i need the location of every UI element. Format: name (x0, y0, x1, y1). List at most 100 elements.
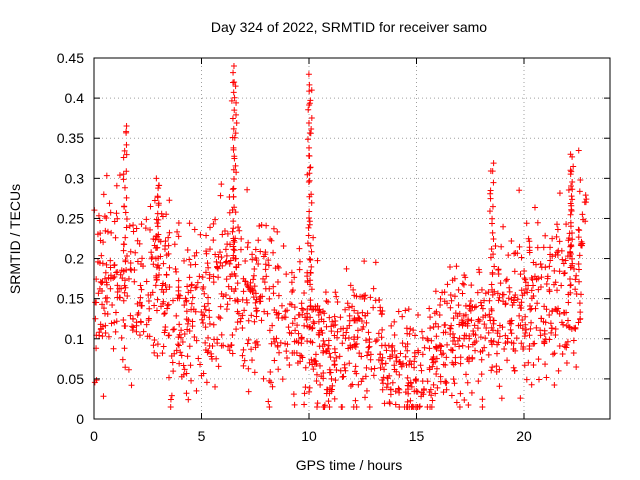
plot-frame (93, 57, 611, 420)
data-point (582, 199, 589, 206)
data-point (362, 394, 369, 401)
data-point (496, 333, 503, 340)
data-point (301, 289, 308, 296)
data-point (206, 342, 213, 349)
data-point (438, 351, 445, 358)
data-point (313, 371, 320, 378)
data-point (366, 403, 373, 410)
data-point (391, 318, 398, 325)
data-point (568, 262, 575, 269)
data-point (419, 334, 426, 341)
data-point (153, 216, 160, 223)
data-point (198, 308, 205, 315)
data-point (573, 272, 580, 279)
data-point (482, 335, 489, 342)
data-point (210, 273, 217, 280)
data-point (470, 328, 477, 335)
data-point (226, 347, 233, 354)
data-point (308, 199, 315, 206)
data-point (447, 325, 454, 332)
data-point (154, 220, 161, 227)
data-point (402, 307, 409, 314)
data-point (377, 304, 384, 311)
data-point (121, 184, 128, 191)
data-point (199, 285, 206, 292)
data-point (396, 358, 403, 365)
data-point (399, 313, 406, 320)
data-point (308, 115, 315, 122)
data-point (193, 387, 200, 394)
data-point (306, 144, 313, 151)
data-point (309, 361, 316, 368)
data-point (481, 321, 488, 328)
data-point (502, 340, 509, 347)
data-point (187, 362, 194, 369)
data-point (526, 238, 533, 245)
data-point (347, 342, 354, 349)
data-point (231, 204, 238, 211)
data-point (319, 330, 326, 337)
data-point (364, 352, 371, 359)
data-point (567, 211, 574, 218)
data-point (288, 301, 295, 308)
data-point (522, 276, 529, 283)
data-point (286, 329, 293, 336)
data-point (478, 371, 485, 378)
data-point (239, 312, 246, 319)
data-point (498, 243, 505, 250)
data-point (101, 275, 108, 282)
data-point (102, 330, 109, 337)
data-point (549, 235, 556, 242)
data-point (120, 176, 127, 183)
data-point (531, 273, 538, 280)
data-point (113, 318, 120, 325)
data-point (291, 401, 298, 408)
data-point (267, 368, 274, 375)
data-point (576, 252, 583, 259)
data-point (240, 288, 247, 295)
data-point (230, 89, 237, 96)
data-point (576, 316, 583, 323)
data-point (231, 79, 238, 86)
data-point (479, 396, 486, 403)
data-point (217, 259, 224, 266)
data-point (489, 291, 496, 298)
data-point (154, 244, 161, 251)
data-point (271, 307, 278, 314)
chart-title: Day 324 of 2022, SRMTID for receiver sam… (211, 19, 487, 35)
data-point (551, 267, 558, 274)
data-point (288, 279, 295, 286)
data-point (230, 176, 237, 183)
data-point (162, 282, 169, 289)
data-point (229, 331, 236, 338)
data-point (366, 336, 373, 343)
data-point (488, 305, 495, 312)
data-point (389, 379, 396, 386)
data-point (128, 267, 135, 274)
data-point (415, 347, 422, 354)
data-point (110, 345, 117, 352)
data-point (565, 186, 572, 193)
data-point (317, 381, 324, 388)
data-point (166, 229, 173, 236)
data-point (332, 318, 339, 325)
data-point (166, 283, 173, 290)
data-point (535, 376, 542, 383)
data-point (359, 326, 366, 333)
data-point (506, 288, 513, 295)
data-point (200, 320, 207, 327)
data-point (103, 281, 110, 288)
data-point (490, 235, 497, 242)
data-point (325, 398, 332, 405)
data-point (433, 308, 440, 315)
data-point (488, 246, 495, 253)
data-point (308, 87, 315, 94)
data-point (167, 403, 174, 410)
data-point (114, 269, 121, 276)
data-point (554, 287, 561, 294)
data-point (561, 269, 568, 276)
data-point (103, 215, 110, 222)
data-point (212, 251, 219, 258)
data-point (293, 349, 300, 356)
data-point (502, 301, 509, 308)
